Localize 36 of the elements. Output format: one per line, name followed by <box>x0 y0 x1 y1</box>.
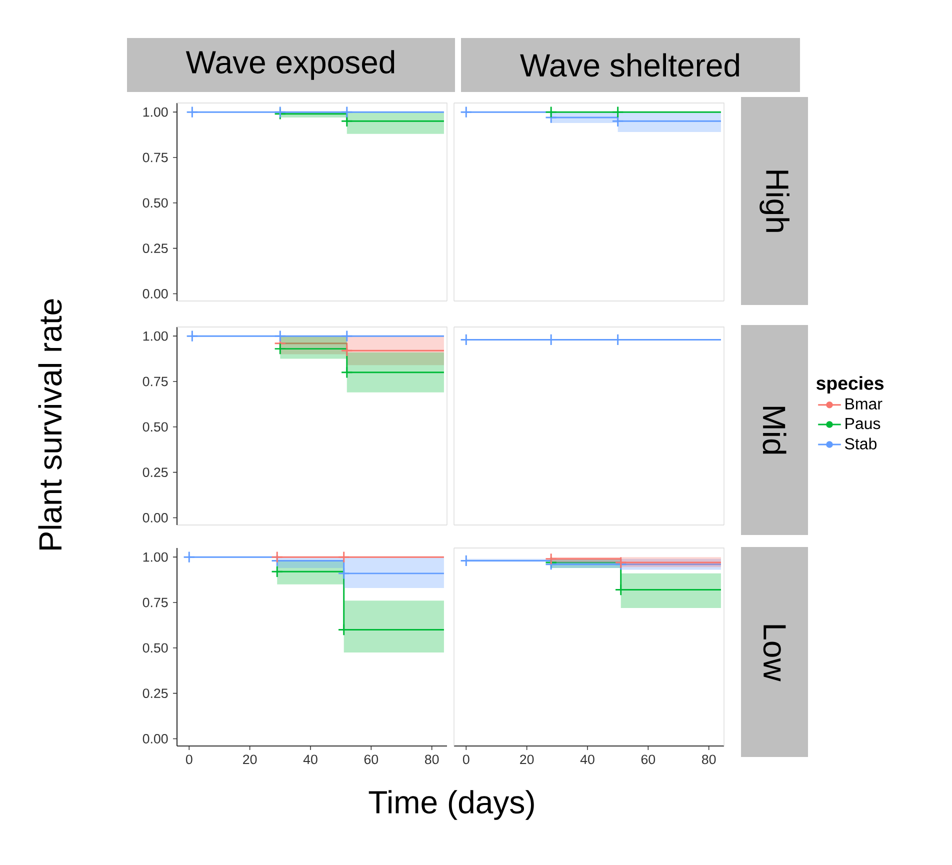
y-tick-label: 0.00 <box>142 734 168 744</box>
x-tick-label: 80 <box>702 754 716 764</box>
x-tick-label: 80 <box>425 754 439 764</box>
y-tick-label: 0.00 <box>142 513 168 522</box>
y-tick-label: 0.25 <box>142 688 168 698</box>
x-tick-label: 20 <box>520 754 534 764</box>
legend-label: Stab <box>845 438 876 450</box>
y-tick-label: 1.00 <box>143 331 168 341</box>
y-tick-label: 0.75 <box>142 152 168 162</box>
y-tick-label: 0.50 <box>142 643 168 653</box>
legend-label: Bmar <box>846 398 882 410</box>
y2-axis-title: Low <box>763 625 786 682</box>
x-tick-label: 20 <box>243 754 257 764</box>
legend-title: species <box>816 376 884 394</box>
y-tick-label: 0.25 <box>142 244 168 254</box>
y-tick-label: 1.00 <box>143 107 168 117</box>
y2-axis-title: High <box>760 170 790 232</box>
y-tick-label: 0.50 <box>142 422 168 432</box>
chart-title: Wave sheltered <box>520 53 739 77</box>
x-tick-label: 40 <box>580 754 594 764</box>
x-tick-label: 40 <box>303 754 318 764</box>
legend-label: Paus <box>846 418 880 430</box>
y-tick-label: 0.50 <box>142 198 168 208</box>
y-tick-label: 0.00 <box>142 289 168 298</box>
x-tick-label: 0 <box>186 754 192 764</box>
y-axis-title: Plant survival rate <box>38 299 62 550</box>
x-tick-label: 60 <box>641 754 656 764</box>
y2-axis-title: Mid <box>762 406 786 454</box>
x-tick-label: 60 <box>364 754 378 764</box>
y-tick-label: 1.00 <box>143 552 168 562</box>
x-axis-title: Time (days) <box>368 790 534 820</box>
y-tick-label: 0.75 <box>142 376 168 386</box>
x-tick-label: 0 <box>462 754 470 764</box>
chart-title: Wave exposed <box>186 50 394 80</box>
y-tick-label: 0.75 <box>142 598 168 608</box>
y-tick-label: 0.25 <box>142 468 168 478</box>
